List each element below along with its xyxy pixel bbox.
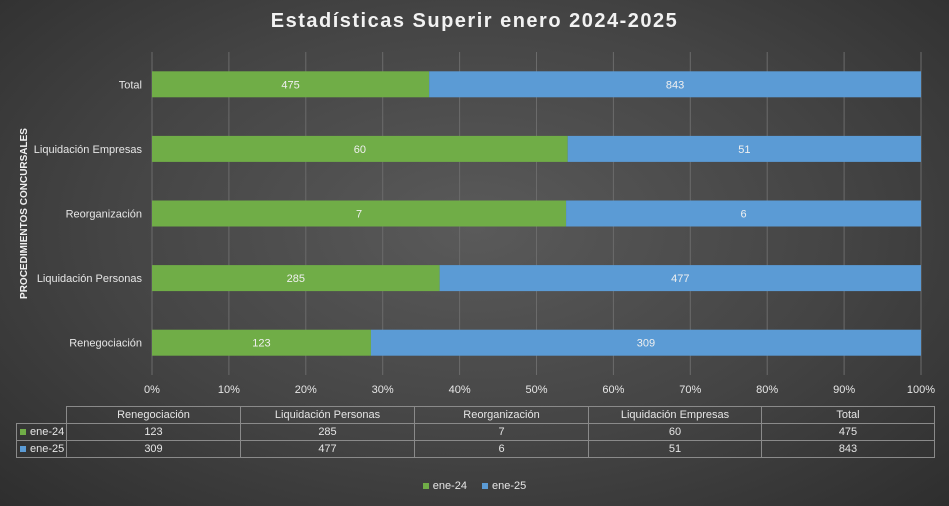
x-tick-label: 30%	[372, 384, 394, 396]
series-name: ene-24	[30, 426, 65, 438]
bar-segment	[567, 135, 921, 162]
legend-item: ene-25	[482, 480, 526, 492]
data-table-cell: 285	[240, 423, 415, 441]
x-tick-label: 80%	[756, 384, 778, 396]
chart-plot-area: 0% 10% 20% 30% 40% 50% 60% 70% 80% 90% 100% PROCEDI…	[19, 52, 935, 396]
category-label: Reorganización	[66, 209, 142, 221]
category-label: Liquidación Empresas	[34, 144, 143, 156]
y-axis-title: PROCEDIMIENTOS CONCURSALES	[19, 128, 30, 299]
x-tick-label: 0%	[144, 384, 160, 396]
data-table-cell: 843	[761, 440, 935, 458]
data-label: 285	[287, 273, 305, 285]
chart-title: Estadísticas Superir enero 2024-2025	[270, 10, 679, 32]
bar-segment	[152, 265, 440, 292]
data-table-corner	[16, 406, 67, 424]
category-label: Total	[119, 79, 142, 91]
data-table-header: Renegociación	[66, 406, 241, 424]
bar-segment	[152, 329, 371, 356]
category-label: Renegociación	[69, 338, 142, 350]
data-label: 51	[738, 144, 750, 156]
x-tick-label: 70%	[679, 384, 701, 396]
bar-segment	[152, 71, 430, 98]
x-tick-label: 90%	[833, 384, 855, 396]
data-label: 6	[740, 209, 746, 221]
data-table-cell: 477	[240, 440, 415, 458]
data-table-header: Liquidación Empresas	[588, 406, 762, 424]
data-table-cell: 60	[588, 423, 762, 441]
bar-segment	[370, 329, 921, 356]
legend-swatch-icon	[422, 483, 429, 490]
data-table-cell: 309	[66, 440, 241, 458]
data-label: 477	[671, 273, 689, 285]
data-label: 843	[666, 79, 684, 91]
data-label: 309	[637, 338, 655, 350]
chart-legend: ene-24 ene-25	[0, 480, 949, 492]
legend-swatch-icon	[20, 429, 26, 436]
x-tick-label: 50%	[525, 384, 547, 396]
x-tick-label: 10%	[218, 384, 240, 396]
data-label: 475	[281, 79, 299, 91]
legend-swatch-icon	[20, 446, 26, 453]
data-table: Renegociación Liquidación Personas Reorg…	[16, 406, 935, 458]
data-table-cell: 7	[414, 423, 589, 441]
legend-item: ene-24	[422, 480, 467, 492]
data-table-cell: 123	[66, 423, 241, 441]
legend-swatch-icon	[482, 483, 489, 490]
data-table-series-cell: ene-24	[16, 423, 67, 441]
data-table-cell: 475	[761, 423, 935, 441]
x-tick-label: 20%	[295, 384, 317, 396]
data-table-header: Reorganización	[414, 406, 589, 424]
bar-segment	[152, 135, 568, 162]
data-label: 60	[354, 144, 366, 156]
series-name: ene-25	[30, 443, 65, 455]
data-table-header: Liquidación Personas	[240, 406, 415, 424]
data-table-cell: 51	[588, 440, 762, 458]
bar-segment	[152, 200, 567, 227]
data-label: 7	[356, 209, 362, 221]
x-tick-label: 100%	[907, 384, 935, 396]
category-label: Liquidación Personas	[37, 273, 143, 285]
x-tick-label: 60%	[602, 384, 624, 396]
data-table-cell: 6	[414, 440, 589, 458]
bar-segment	[566, 200, 921, 227]
data-table-series-cell: ene-25	[16, 440, 67, 458]
data-table-header: Total	[761, 406, 935, 424]
legend-label: ene-25	[492, 480, 527, 492]
bar-segment	[429, 71, 921, 98]
data-table-row: ene-25 309 477 6 51 843	[16, 440, 935, 458]
data-table-row: ene-24 123 285 7 60 475	[16, 423, 935, 441]
bar-segment	[439, 265, 921, 292]
x-tick-label: 40%	[449, 384, 471, 396]
legend-label: ene-24	[432, 480, 467, 492]
data-table-header-row: Renegociación Liquidación Personas Reorg…	[16, 406, 935, 424]
data-label: 123	[252, 338, 270, 350]
